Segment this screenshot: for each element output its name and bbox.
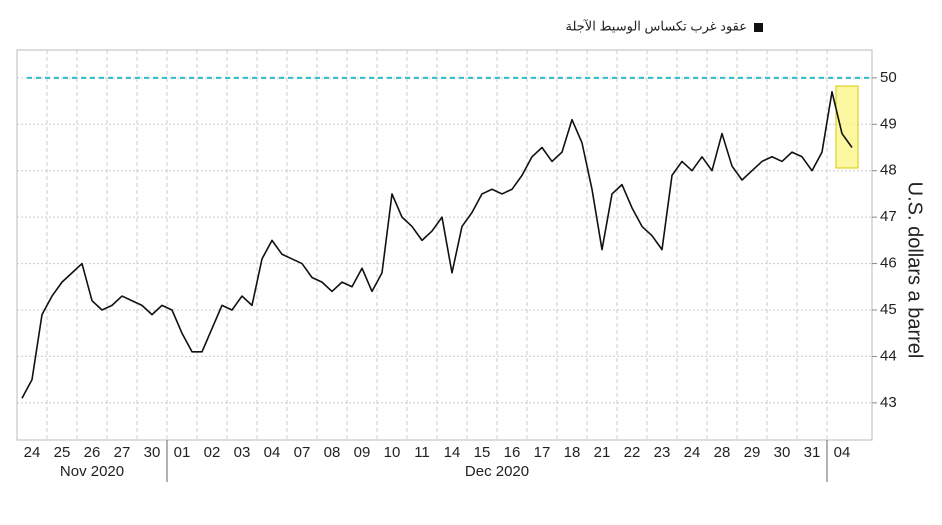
- y-axis-label: U.S. dollars a barrel: [904, 182, 926, 359]
- x-tick-label: 18: [564, 444, 581, 461]
- x-tick-label: 04: [264, 444, 281, 461]
- highlight-box: [835, 85, 859, 169]
- y-tick-label: 43: [880, 394, 897, 411]
- y-tick-label: 46: [880, 255, 897, 272]
- x-tick-label: 21: [594, 444, 611, 461]
- x-tick-label: 10: [384, 444, 401, 461]
- x-group-label: Nov 2020: [60, 463, 124, 480]
- x-tick-label: 26: [84, 444, 101, 461]
- x-tick-label: 03: [234, 444, 251, 461]
- x-tick-label: 27: [114, 444, 131, 461]
- y-tick-label: 44: [880, 347, 897, 364]
- x-tick-label: 04: [834, 444, 851, 461]
- x-tick-label: 14: [444, 444, 461, 461]
- y-tick-label: 47: [880, 208, 897, 225]
- y-tick-label: 45: [880, 301, 897, 318]
- legend-label: عقود غرب تكساس الوسيط الآجلة: [566, 18, 748, 34]
- x-tick-label: 24: [684, 444, 701, 461]
- x-tick-label: 08: [324, 444, 341, 461]
- x-tick-label: 02: [204, 444, 221, 461]
- x-tick-label: 24: [24, 444, 41, 461]
- x-tick-label: 25: [54, 444, 71, 461]
- x-tick-label: 28: [714, 444, 731, 461]
- x-tick-label: 30: [774, 444, 791, 461]
- x-tick-label: 30: [144, 444, 161, 461]
- x-tick-label: 29: [744, 444, 761, 461]
- x-group-label: Dec 2020: [465, 463, 529, 480]
- x-tick-label: 15: [474, 444, 491, 461]
- y-tick-label: 50: [880, 69, 897, 86]
- x-tick-label: 22: [624, 444, 641, 461]
- x-tick-label: 07: [294, 444, 311, 461]
- x-tick-label: 16: [504, 444, 521, 461]
- x-tick-label: 17: [534, 444, 551, 461]
- y-tick-label: 49: [880, 115, 897, 132]
- y-tick-label: 48: [880, 162, 897, 179]
- x-tick-label: 09: [354, 444, 371, 461]
- x-tick-label: 11: [414, 444, 430, 461]
- plot-area: [16, 49, 873, 441]
- price-line: [21, 90, 853, 399]
- x-tick-label: 23: [654, 444, 671, 461]
- x-tick-label: 31: [804, 444, 821, 461]
- legend-swatch: [754, 23, 763, 32]
- x-tick-label: 01: [174, 444, 191, 461]
